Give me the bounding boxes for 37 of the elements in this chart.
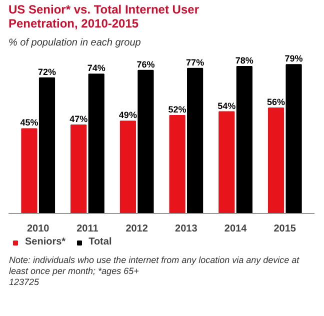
data-label: 77% (186, 57, 204, 68)
bar (286, 64, 302, 214)
data-label: 76% (136, 59, 155, 70)
data-label: 56% (266, 96, 286, 107)
bar (268, 107, 284, 214)
data-label: 54% (218, 100, 236, 111)
legend-label: Seniors* (25, 236, 66, 248)
data-label: 49% (118, 110, 137, 120)
bar (187, 68, 204, 214)
bar (38, 77, 56, 214)
x-tick-label: 2015 (274, 224, 296, 234)
x-tick-label: 2010 (26, 224, 50, 234)
bar (138, 70, 154, 214)
legend-label: Total (88, 236, 112, 248)
data-label: 79% (284, 54, 303, 64)
text: Note: individuals who use the internet from any location via any device at (9, 255, 300, 265)
x-tick-label: 2011 (76, 224, 99, 234)
chart-subtitle: % of population in each group (8, 38, 142, 48)
data-label: 78% (235, 56, 254, 66)
bar (169, 115, 186, 214)
data-label: 45% (20, 118, 38, 128)
text: 123725 (9, 277, 40, 287)
bar (236, 66, 252, 214)
bar (120, 120, 136, 214)
data-label: 47% (70, 114, 88, 124)
bar (70, 124, 87, 214)
x-tick-label: 2012 (126, 224, 148, 234)
data-label: 52% (168, 104, 186, 115)
x-tick-label: 2014 (224, 224, 248, 234)
bar (88, 74, 104, 214)
chart-title: US Senior* vs. Total Internet User Penetration, 2010-2015 (8, 2, 200, 30)
bar (21, 128, 38, 214)
x-tick-label: 2013 (175, 224, 198, 234)
data-label: 74% (87, 63, 106, 74)
data-label: 72% (38, 66, 56, 77)
text: least once per month; *ages 65+ (9, 266, 139, 276)
bar (218, 111, 235, 214)
